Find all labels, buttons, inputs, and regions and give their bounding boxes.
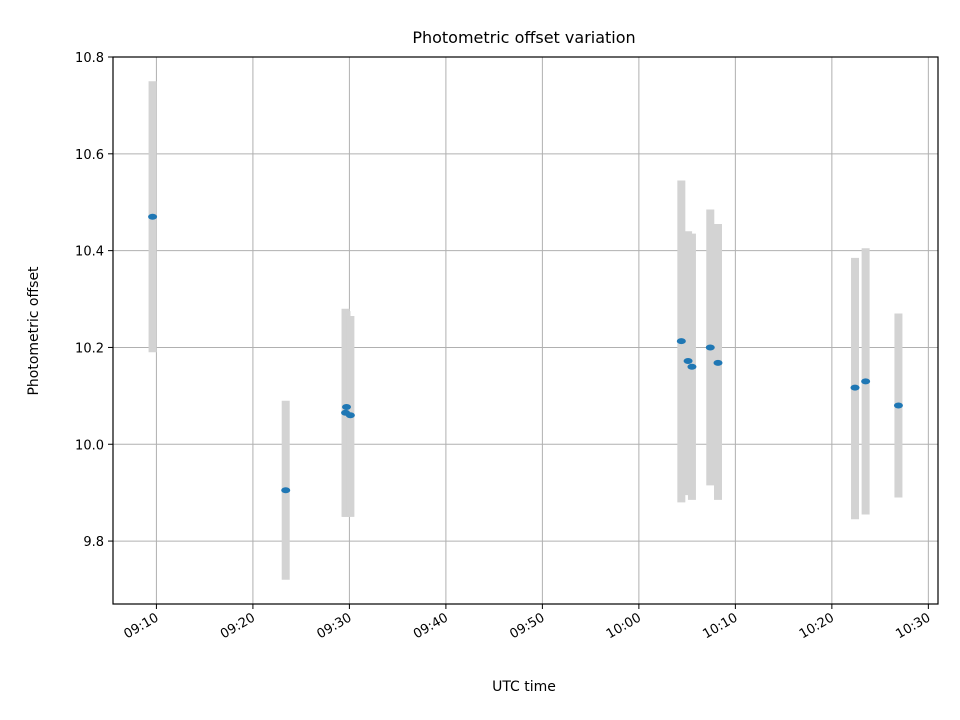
y-tick-label: 10.4 (75, 245, 104, 260)
data-point (705, 344, 715, 351)
x-tick-label: 10:00 (604, 610, 644, 642)
x-axis-label: UTC time (492, 679, 556, 695)
data-point (676, 338, 686, 345)
data-point (893, 402, 903, 409)
x-axis-ticks: 09:10 09:20 09:30 09:40 09:50 10:00 10:10 10:20… (121, 604, 933, 642)
data-point (342, 403, 352, 410)
error-bars (148, 81, 903, 580)
y-axis-label: Photometric offset (26, 266, 42, 396)
y-axis-ticks: 9.8 10.0 10.2 10.4 10.6 10.8 (75, 51, 113, 550)
data-points (148, 213, 903, 494)
data-point (687, 363, 697, 370)
x-tick-label: 10:20 (797, 610, 837, 642)
x-tick-label: 09:10 (121, 610, 161, 642)
y-tick-label: 10.6 (75, 148, 104, 163)
x-tick-label: 09:40 (411, 610, 451, 642)
data-point (713, 359, 723, 366)
data-point (281, 487, 291, 494)
x-tick-label: 10:10 (700, 610, 740, 642)
x-tick-label: 09:20 (218, 610, 258, 642)
grid-lines (113, 56, 938, 604)
data-point (345, 412, 355, 419)
y-tick-label: 10.2 (75, 341, 104, 356)
data-point (850, 384, 860, 391)
x-tick-label: 09:50 (507, 610, 547, 642)
x-tick-label: 10:30 (893, 610, 933, 642)
data-point (683, 357, 693, 364)
data-point (861, 378, 871, 385)
y-tick-label: 10.8 (75, 51, 104, 66)
chart-title: Photometric offset variation (412, 28, 635, 47)
y-tick-label: 10.0 (75, 438, 104, 453)
plot-frame (112, 56, 939, 605)
data-point (148, 213, 158, 220)
y-tick-label: 9.8 (83, 535, 104, 550)
x-tick-label: 09:30 (314, 610, 354, 642)
